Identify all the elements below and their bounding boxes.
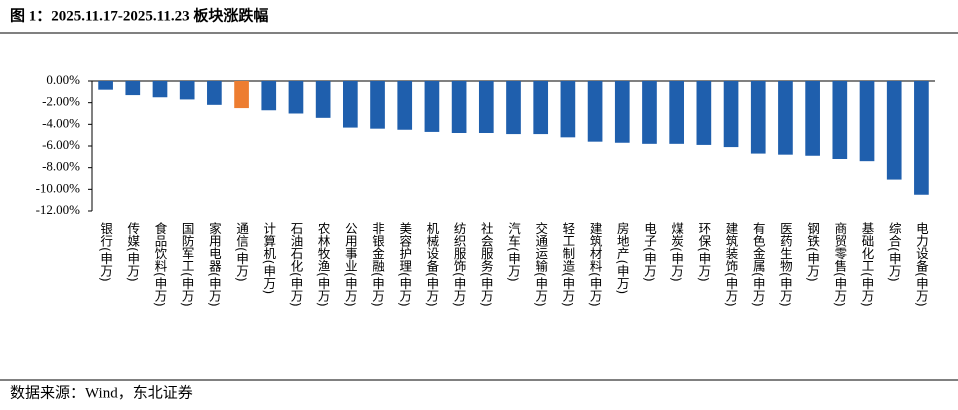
bar [478, 81, 494, 133]
x-tick-label: 计算机(申万) [261, 222, 276, 294]
bar [886, 81, 902, 180]
y-tick-label: -12.00% [36, 202, 81, 217]
bar [669, 81, 685, 144]
y-tick-label: -6.00% [42, 137, 80, 152]
y-tick-label: -10.00% [36, 180, 81, 195]
x-tick-label: 煤炭(申万) [669, 222, 684, 282]
x-tick-label: 环保(申万) [696, 222, 711, 282]
bar [778, 81, 793, 155]
bar [859, 81, 875, 162]
x-tick-label: 汽车(申万) [506, 221, 521, 282]
bar [424, 81, 440, 132]
bar [587, 81, 603, 142]
x-tick-label: 通信(申万) [234, 222, 249, 282]
x-tick-label: 银行(申万) [98, 222, 113, 282]
y-tick-label: 0.00% [46, 72, 80, 87]
bar [179, 81, 195, 100]
x-tick-label: 社会服务(申万) [479, 221, 494, 307]
y-tick-label: -4.00% [42, 115, 80, 130]
x-tick-label: 建筑装饰(申万) [724, 222, 739, 307]
x-tick-label: 建筑材料(申万) [588, 222, 603, 307]
x-tick-label: 商贸零售(申万) [832, 221, 847, 307]
x-tick-label: 房地产(申万) [615, 221, 630, 294]
source: 数据来源：Wind，东北证券 [10, 384, 193, 401]
bar [805, 81, 820, 156]
bar [723, 81, 739, 148]
x-tick-label: 美容护理(申万) [397, 222, 412, 307]
x-tick-label: 非银金融(申万) [370, 222, 385, 307]
x-tick-label: 机械设备(申万) [424, 222, 439, 307]
bar [315, 81, 331, 118]
x-tick-label: 石油石化(申万) [288, 222, 303, 307]
bar [397, 81, 413, 130]
bar [750, 81, 766, 154]
x-tick-label: 基础化工(申万) [860, 222, 875, 307]
x-tick-label: 传媒(申万) [125, 221, 140, 282]
bar [832, 81, 848, 159]
bar [451, 81, 467, 133]
x-tick-label: 家用电器(申万) [207, 221, 222, 307]
x-tick-label: 公用事业(申万) [343, 222, 358, 307]
chart-title: 图 1：2025.11.17-2025.11.23 板块涨跌幅 [10, 6, 268, 24]
x-tick-label: 交通运输(申万) [533, 221, 548, 307]
bar [207, 81, 222, 105]
y-tick-label: -2.00% [42, 94, 80, 109]
bar [261, 81, 277, 111]
x-tick-label: 国防军工(申万) [180, 222, 195, 307]
x-tick-label: 农林牧渔(申万) [316, 222, 331, 307]
x-tick-label: 电子(申万) [642, 222, 657, 282]
bar [506, 81, 521, 135]
bar [533, 81, 549, 135]
bar [642, 81, 657, 144]
bar [98, 81, 113, 90]
bar [234, 81, 249, 109]
bar [614, 81, 630, 143]
bar [370, 81, 385, 129]
bar [288, 81, 304, 114]
x-tick-label: 综合(申万) [887, 222, 902, 282]
y-tick-label: -8.00% [42, 159, 80, 174]
x-tick-label: 钢铁(申万) [805, 222, 820, 282]
x-tick-label: 有色金属(申万) [751, 222, 766, 307]
x-tick-label: 电力设备(申万) [914, 222, 929, 307]
bar [342, 81, 358, 128]
x-tick-label: 轻工制造(申万) [560, 222, 575, 307]
bar [560, 81, 576, 138]
x-tick-label: 纺织服饰(申万) [452, 222, 467, 307]
bar [152, 81, 168, 98]
x-tick-label: 医药生物(申万) [778, 222, 793, 307]
bar [696, 81, 712, 145]
bar [914, 81, 929, 195]
bar [125, 81, 141, 96]
x-tick-label: 食品饮料(申万) [152, 221, 167, 307]
